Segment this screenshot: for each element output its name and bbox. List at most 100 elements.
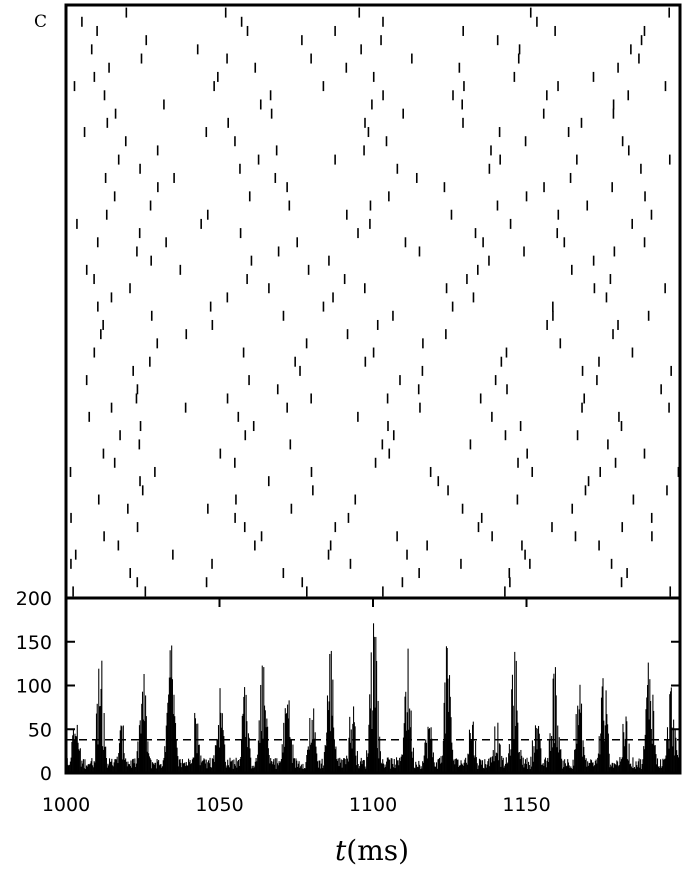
- histogram-bar: [181, 767, 183, 773]
- histogram-bar: [452, 749, 454, 773]
- histogram-bar: [168, 677, 170, 773]
- histogram-bar: [250, 757, 252, 773]
- histogram-bar: [557, 752, 560, 773]
- histogram-bar: [448, 675, 451, 773]
- histogram-bar: [105, 746, 107, 773]
- histogram-bar: [92, 765, 94, 773]
- histogram-bar: [325, 746, 327, 773]
- histogram-bar: [89, 763, 91, 773]
- histogram-bar: [508, 753, 510, 773]
- histogram-bar: [462, 764, 464, 773]
- histogram-bar: [572, 759, 574, 773]
- histogram-bar: [274, 758, 276, 773]
- x-axis-label-unit: (ms): [346, 834, 409, 867]
- histogram-bar: [75, 736, 78, 773]
- histogram-bar: [569, 768, 571, 773]
- histogram-bar: [665, 755, 667, 773]
- histogram-bar: [412, 747, 414, 773]
- histogram-bar: [170, 677, 172, 773]
- histogram-bar: [476, 763, 478, 773]
- histogram-bar: [121, 726, 123, 773]
- histogram-bar: [155, 762, 157, 773]
- histogram-bar: [475, 757, 477, 773]
- histogram-bar: [496, 753, 498, 773]
- histogram-bar: [117, 763, 119, 773]
- y-tick-label: 50: [28, 719, 52, 741]
- histogram-bar: [200, 755, 202, 773]
- histogram-bar: [599, 754, 601, 773]
- histogram-bar: [198, 744, 200, 773]
- histogram-bar: [616, 760, 618, 773]
- histogram-bar: [395, 764, 397, 773]
- y-tick-label: 100: [16, 676, 52, 698]
- histogram-bar: [275, 768, 277, 773]
- histogram-bar: [641, 763, 643, 773]
- histogram-bar: [556, 747, 558, 773]
- histogram-bar: [493, 761, 495, 773]
- histogram-bar: [276, 758, 278, 773]
- histogram-bar: [184, 762, 186, 773]
- histogram-bar: [506, 763, 508, 773]
- histogram-bar: [116, 756, 118, 773]
- histogram-bar: [161, 766, 164, 773]
- histogram-bar: [379, 751, 381, 773]
- histogram-bar: [143, 673, 145, 773]
- histogram-bar: [655, 754, 657, 773]
- histogram-bar: [511, 689, 513, 773]
- histogram-bar: [248, 737, 250, 773]
- histogram-bar: [283, 722, 285, 773]
- histogram-bar: [584, 759, 586, 773]
- histogram-bar: [174, 723, 177, 773]
- histogram-bar: [303, 769, 305, 773]
- histogram-bar: [625, 716, 627, 773]
- histogram-bar: [421, 768, 423, 773]
- histogram-bar: [303, 768, 305, 773]
- histogram-bar: [590, 760, 593, 773]
- histogram-bar: [348, 737, 350, 773]
- histogram-bar: [270, 758, 272, 773]
- histogram-bar: [131, 767, 133, 773]
- histogram-bar: [408, 729, 410, 773]
- histogram-bar: [255, 757, 257, 773]
- histogram-bar: [223, 736, 225, 773]
- histogram-bar: [650, 700, 652, 773]
- histogram-bar: [425, 742, 428, 773]
- histogram-bar: [349, 742, 352, 773]
- histogram-bar: [498, 743, 500, 773]
- histogram-bar: [364, 766, 366, 773]
- histogram-bar: [330, 731, 332, 773]
- histogram-bar: [647, 662, 649, 773]
- histogram-bar: [90, 761, 92, 773]
- histogram-bar: [221, 727, 223, 773]
- histogram-bar: [425, 739, 427, 773]
- x-tick-label: 1000: [42, 794, 90, 816]
- histogram-bar: [310, 744, 312, 773]
- histogram-bar: [123, 753, 125, 773]
- histogram-bar: [235, 757, 237, 773]
- histogram-bar: [214, 745, 216, 773]
- histogram-bar: [604, 741, 606, 773]
- histogram-bar: [155, 768, 157, 773]
- histogram-bar: [311, 719, 313, 773]
- histogram-bar: [675, 737, 677, 773]
- histogram-bar: [363, 759, 365, 773]
- histogram-bar: [234, 764, 236, 773]
- histogram-bar: [386, 757, 388, 773]
- histogram-bar: [429, 740, 431, 773]
- histogram-bar: [632, 757, 634, 773]
- histogram-bar: [78, 749, 80, 773]
- histogram-bar: [125, 761, 127, 773]
- histogram-bar: [532, 761, 534, 773]
- histogram-bar: [237, 761, 239, 773]
- histogram-bar: [156, 759, 158, 773]
- histogram-bar: [349, 716, 351, 773]
- histogram-bar: [173, 694, 175, 773]
- histogram-bar: [267, 726, 269, 773]
- histogram-bar: [351, 748, 353, 773]
- histogram-bar: [74, 733, 76, 773]
- histogram-bar: [521, 755, 523, 773]
- histogram-bar: [649, 679, 651, 773]
- histogram-bar: [413, 767, 415, 773]
- histogram-bar: [360, 757, 362, 773]
- histogram-bar: [418, 760, 420, 773]
